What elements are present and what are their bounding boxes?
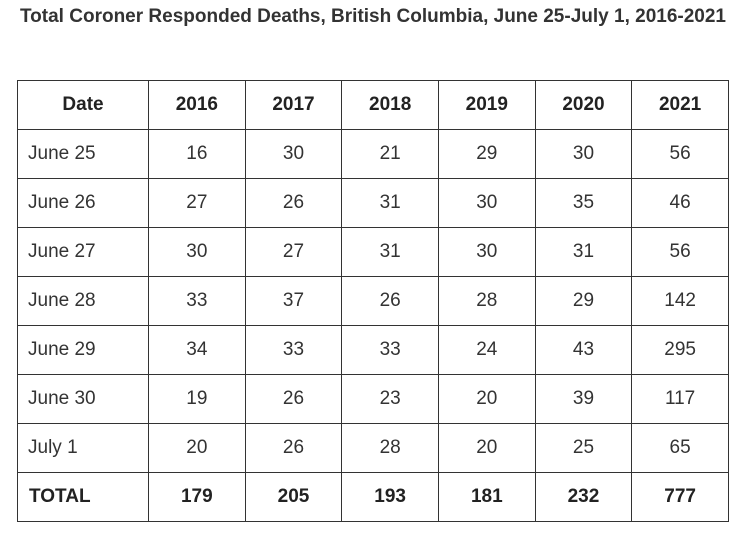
value-cell: 56 bbox=[631, 227, 729, 277]
value-cell: 295 bbox=[631, 325, 729, 375]
table-row: June 28 33 37 26 28 29 142 bbox=[17, 276, 729, 326]
column-header-2020: 2020 bbox=[534, 80, 633, 130]
value-cell: 30 bbox=[437, 227, 536, 277]
row-date-cell: June 26 bbox=[17, 178, 149, 228]
table-row: June 27 30 27 31 30 31 56 bbox=[17, 227, 729, 277]
value-cell: 25 bbox=[534, 423, 633, 473]
value-cell: 16 bbox=[148, 129, 246, 179]
header-row: Date 2016 2017 2018 2019 2020 2021 bbox=[17, 80, 729, 130]
value-cell: 26 bbox=[341, 276, 439, 326]
value-cell: 20 bbox=[437, 374, 536, 424]
total-value-cell: 232 bbox=[534, 472, 633, 522]
column-header-2019: 2019 bbox=[437, 80, 536, 130]
value-cell: 23 bbox=[341, 374, 439, 424]
value-cell: 46 bbox=[631, 178, 729, 228]
value-cell: 29 bbox=[437, 129, 536, 179]
column-header-date: Date bbox=[17, 80, 149, 130]
table-title: Total Coroner Responded Deaths, British … bbox=[19, 6, 726, 27]
row-date-cell: June 27 bbox=[17, 227, 149, 277]
column-header-2016: 2016 bbox=[148, 80, 246, 130]
total-value-cell: 181 bbox=[437, 472, 536, 522]
row-date-cell: June 29 bbox=[17, 325, 149, 375]
value-cell: 117 bbox=[631, 374, 729, 424]
table-row: June 30 19 26 23 20 39 117 bbox=[17, 374, 729, 424]
value-cell: 31 bbox=[534, 227, 633, 277]
value-cell: 24 bbox=[437, 325, 536, 375]
total-value-cell: 777 bbox=[631, 472, 729, 522]
column-header-2021: 2021 bbox=[631, 80, 729, 130]
value-cell: 31 bbox=[341, 178, 439, 228]
value-cell: 30 bbox=[148, 227, 246, 277]
value-cell: 26 bbox=[244, 178, 343, 228]
row-date-cell: June 30 bbox=[17, 374, 149, 424]
table-row: June 29 34 33 33 24 43 295 bbox=[17, 325, 729, 375]
value-cell: 29 bbox=[534, 276, 633, 326]
row-date-cell: June 28 bbox=[17, 276, 149, 326]
value-cell: 33 bbox=[244, 325, 343, 375]
value-cell: 35 bbox=[534, 178, 633, 228]
value-cell: 28 bbox=[437, 276, 536, 326]
total-value-cell: 193 bbox=[341, 472, 439, 522]
value-cell: 30 bbox=[437, 178, 536, 228]
value-cell: 33 bbox=[341, 325, 439, 375]
value-cell: 28 bbox=[341, 423, 439, 473]
total-value-cell: 205 bbox=[244, 472, 343, 522]
coroner-deaths-table: Date 2016 2017 2018 2019 2020 2021 June … bbox=[17, 80, 729, 522]
value-cell: 26 bbox=[244, 423, 343, 473]
value-cell: 21 bbox=[341, 129, 439, 179]
value-cell: 30 bbox=[244, 129, 343, 179]
row-date-cell: July 1 bbox=[17, 423, 149, 473]
table-row: June 25 16 30 21 29 30 56 bbox=[17, 129, 729, 179]
value-cell: 56 bbox=[631, 129, 729, 179]
value-cell: 43 bbox=[534, 325, 633, 375]
column-header-2018: 2018 bbox=[341, 80, 439, 130]
value-cell: 30 bbox=[534, 129, 633, 179]
value-cell: 39 bbox=[534, 374, 633, 424]
value-cell: 19 bbox=[148, 374, 246, 424]
total-label-cell: TOTAL bbox=[17, 472, 149, 522]
value-cell: 27 bbox=[244, 227, 343, 277]
value-cell: 31 bbox=[341, 227, 439, 277]
total-value-cell: 179 bbox=[148, 472, 246, 522]
table-row: June 26 27 26 31 30 35 46 bbox=[17, 178, 729, 228]
column-header-2017: 2017 bbox=[244, 80, 343, 130]
value-cell: 27 bbox=[148, 178, 246, 228]
row-date-cell: June 25 bbox=[17, 129, 149, 179]
value-cell: 20 bbox=[437, 423, 536, 473]
value-cell: 65 bbox=[631, 423, 729, 473]
total-row: TOTAL 179 205 193 181 232 777 bbox=[17, 472, 729, 522]
value-cell: 20 bbox=[148, 423, 246, 473]
value-cell: 37 bbox=[244, 276, 343, 326]
value-cell: 33 bbox=[148, 276, 246, 326]
value-cell: 26 bbox=[244, 374, 343, 424]
value-cell: 34 bbox=[148, 325, 246, 375]
value-cell: 142 bbox=[631, 276, 729, 326]
table-row: July 1 20 26 28 20 25 65 bbox=[17, 423, 729, 473]
